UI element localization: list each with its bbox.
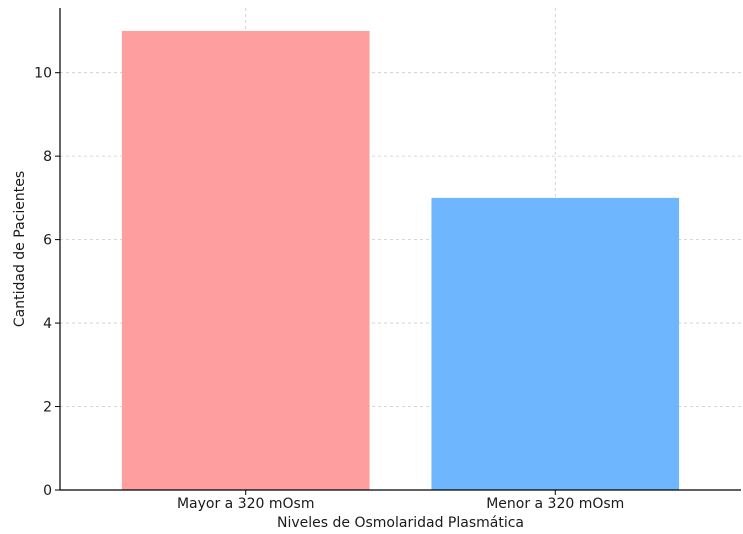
tick-layer: 0 2 4 6 8 10 Mayor a 320 mOsm Menor a 320 mOsm [34, 66, 624, 512]
y-axis-title: Cantidad de Pacientes [12, 171, 28, 327]
bar [431, 197, 680, 490]
x-axis-title: Niveles de Osmolaridad Plasmática [277, 515, 524, 531]
y-tick-label: 4 [43, 316, 52, 332]
x-tick-label: Mayor a 320 mOsm [177, 496, 315, 512]
y-tick-label: 10 [34, 66, 52, 82]
y-tick-label: 2 [43, 400, 52, 416]
y-tick-label: 0 [43, 483, 52, 499]
x-tick-label: Menor a 320 mOsm [486, 496, 624, 512]
y-tick-label: 8 [43, 149, 52, 165]
bar-layer [121, 30, 680, 490]
axis-layer [59, 8, 741, 491]
bar [121, 30, 370, 490]
y-tick-label: 6 [43, 233, 52, 249]
